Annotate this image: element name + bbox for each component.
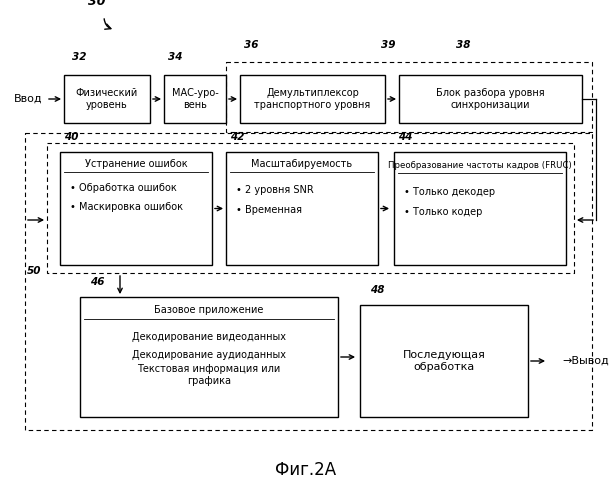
Text: • Маскировка ошибок: • Маскировка ошибок <box>70 202 183 212</box>
Text: МАС-уро-
вень: МАС-уро- вень <box>171 88 218 110</box>
Text: Устранение ошибок: Устранение ошибок <box>84 159 187 169</box>
Text: Масштабируемость: Масштабируемость <box>252 159 353 169</box>
Text: Ввод: Ввод <box>14 94 43 104</box>
Text: • Только декодер: • Только декодер <box>404 187 495 197</box>
Bar <box>60 152 212 265</box>
Bar <box>80 297 338 417</box>
Text: • Временная: • Временная <box>236 205 302 215</box>
Text: Декодирование аудиоданных: Декодирование аудиоданных <box>132 350 286 360</box>
Text: 42: 42 <box>230 132 245 142</box>
Text: 40: 40 <box>64 132 78 142</box>
Text: Фиг.2А: Фиг.2А <box>275 461 337 479</box>
Text: 46: 46 <box>90 277 105 287</box>
Bar <box>360 305 528 417</box>
Bar <box>47 143 574 273</box>
Text: 32: 32 <box>72 52 86 62</box>
Bar <box>25 133 592 430</box>
Text: 39: 39 <box>381 40 395 50</box>
Text: • Обработка ошибок: • Обработка ошибок <box>70 183 177 193</box>
Text: 44: 44 <box>398 132 412 142</box>
Bar <box>240 75 385 123</box>
Text: 30: 30 <box>88 0 105 8</box>
Text: Преобразование частоты кадров (FRUC): Преобразование частоты кадров (FRUC) <box>388 161 572 170</box>
Text: Базовое приложение: Базовое приложение <box>154 305 264 315</box>
Text: • 2 уровня SNR: • 2 уровня SNR <box>236 185 314 195</box>
Text: 36: 36 <box>244 40 258 50</box>
Text: Декодирование видеоданных: Декодирование видеоданных <box>132 332 286 342</box>
Text: Блок разбора уровня
синхронизации: Блок разбора уровня синхронизации <box>436 88 545 110</box>
Text: Физический
уровень: Физический уровень <box>76 88 138 110</box>
Text: • Только кодер: • Только кодер <box>404 207 482 217</box>
Bar <box>399 75 582 123</box>
Bar <box>226 62 592 132</box>
Bar <box>164 75 226 123</box>
Bar <box>226 152 378 265</box>
Bar <box>394 152 566 265</box>
Text: 38: 38 <box>456 40 471 50</box>
Text: 50: 50 <box>27 266 42 276</box>
Text: 48: 48 <box>370 285 384 295</box>
Bar <box>64 75 150 123</box>
Text: →Вывод: →Вывод <box>562 356 609 366</box>
Text: 34: 34 <box>168 52 182 62</box>
Text: Демультиплексор
транспортного уровня: Демультиплексор транспортного уровня <box>255 88 371 110</box>
Text: Текстовая информация или
графика: Текстовая информация или графика <box>137 364 281 386</box>
Text: Последующая
обработка: Последующая обработка <box>403 350 485 372</box>
